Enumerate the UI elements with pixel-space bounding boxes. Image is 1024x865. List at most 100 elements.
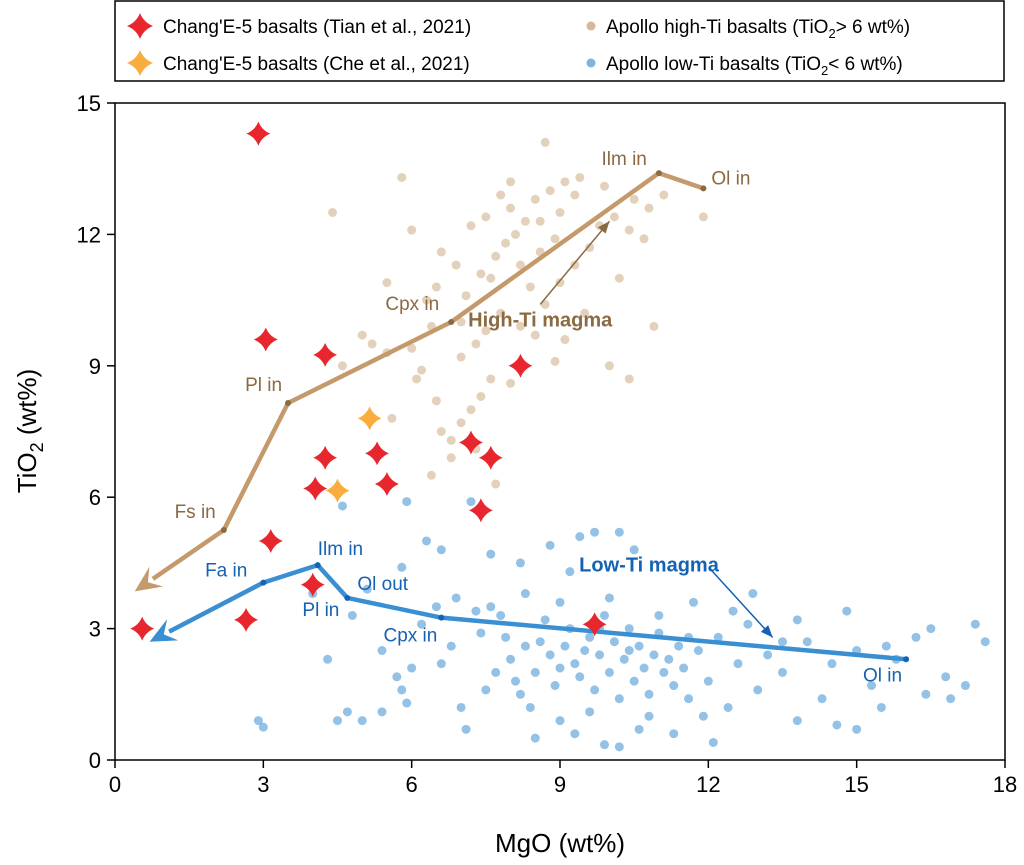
data-point xyxy=(778,637,787,647)
data-point xyxy=(753,685,763,695)
data-point xyxy=(550,681,560,691)
data-point xyxy=(575,672,585,682)
data-point xyxy=(451,593,461,603)
star-marker xyxy=(313,342,338,367)
data-point xyxy=(530,330,540,340)
phase-node xyxy=(260,579,267,586)
data-point xyxy=(669,681,679,691)
x-tick-label: 9 xyxy=(554,772,566,797)
data-point xyxy=(911,632,921,642)
data-point xyxy=(382,278,392,288)
data-point xyxy=(624,225,634,235)
data-point xyxy=(689,597,698,607)
magma-path: Ol in Ilm in Cpx in Pl in Fs in High-Ti magma xyxy=(134,149,750,592)
data-point xyxy=(629,194,639,204)
data-point xyxy=(649,321,659,331)
y-tick-label: 3 xyxy=(89,617,101,642)
data-point xyxy=(600,181,609,191)
data-point xyxy=(471,606,481,616)
data-point xyxy=(387,413,397,423)
data-point xyxy=(506,177,516,187)
data-point xyxy=(639,663,649,673)
x-tick-label: 6 xyxy=(406,772,418,797)
star-marker xyxy=(313,445,338,470)
star-marker xyxy=(468,498,493,523)
data-point xyxy=(431,282,441,292)
arrowhead-icon xyxy=(149,619,179,642)
data-point xyxy=(520,641,530,651)
data-point xyxy=(520,216,530,226)
legend: Chang'E-5 basalts (Tian et al., 2021) Ch… xyxy=(114,0,1005,82)
data-point xyxy=(481,326,491,336)
data-point xyxy=(595,650,605,660)
data-point xyxy=(550,356,560,366)
data-point xyxy=(436,545,446,555)
data-point xyxy=(555,597,565,607)
phase-label: Ilm in xyxy=(318,539,363,560)
data-point xyxy=(698,711,708,721)
legend-label: Chang'E-5 basalts (Tian et al., 2021) xyxy=(163,17,471,38)
phase-node xyxy=(285,400,292,407)
data-point xyxy=(941,672,951,682)
data-point xyxy=(535,637,545,647)
phase-label: Pl in xyxy=(302,600,339,621)
data-point xyxy=(575,532,585,542)
legend-item-low-ti: Apollo low-Ti basalts (TiO2< 6 wt%) xyxy=(586,54,903,78)
legend-label: Apollo high-Ti basalts (TiO2> 6 wt%) xyxy=(606,17,910,41)
data-point xyxy=(555,278,565,288)
phase-node xyxy=(903,656,910,663)
data-point xyxy=(619,654,629,664)
x-tick-label: 12 xyxy=(696,772,720,797)
data-point xyxy=(674,641,684,651)
legend-box xyxy=(114,0,1005,82)
data-point xyxy=(496,610,506,620)
data-point xyxy=(466,221,476,231)
phase-label: Ol out xyxy=(357,574,408,595)
data-point xyxy=(402,698,412,708)
data-point xyxy=(486,273,496,283)
data-point xyxy=(585,632,595,642)
phase-label: Pl in xyxy=(245,375,282,396)
data-point xyxy=(476,628,486,638)
data-point xyxy=(515,689,525,699)
data-point xyxy=(555,663,565,673)
data-point xyxy=(515,260,525,270)
data-point xyxy=(481,212,491,222)
data-point xyxy=(436,427,446,436)
data-point xyxy=(466,405,476,415)
legend-label: Apollo low-Ti basalts (TiO2< 6 wt%) xyxy=(606,54,903,78)
data-point xyxy=(550,234,560,244)
data-point xyxy=(600,610,609,620)
phase-node xyxy=(448,319,455,325)
data-point xyxy=(644,203,654,213)
data-point xyxy=(357,716,367,726)
data-point xyxy=(511,676,520,686)
annotation-arrow xyxy=(539,220,611,305)
phase-node xyxy=(700,185,707,192)
y-tick-label: 15 xyxy=(77,91,101,116)
data-point xyxy=(580,646,590,655)
data-point xyxy=(323,654,333,664)
y-tick-label: 12 xyxy=(77,222,101,247)
legend-item-high-ti: Apollo high-Ti basalts (TiO2> 6 wt%) xyxy=(586,17,910,41)
data-point xyxy=(763,650,773,660)
data-point xyxy=(397,562,407,572)
data-point xyxy=(535,216,545,226)
data-point xyxy=(422,295,431,305)
magma-path: Ol in Cpx in Ol out Pl in Ilm in Fa in Low-Ti … xyxy=(149,539,910,686)
data-point xyxy=(431,396,441,406)
arrowhead-icon xyxy=(760,625,773,638)
data-point xyxy=(446,641,456,651)
plot-frame xyxy=(114,102,1006,761)
data-point xyxy=(585,707,595,717)
data-point xyxy=(570,190,580,200)
data-point xyxy=(476,391,486,401)
data-point xyxy=(501,632,511,642)
data-point xyxy=(342,707,352,717)
magma-line xyxy=(151,170,705,581)
data-point xyxy=(980,637,990,647)
legend-label: Chang'E-5 basalts (Che et al., 2021) xyxy=(163,54,470,75)
data-point xyxy=(491,251,501,261)
star-marker xyxy=(459,430,483,455)
